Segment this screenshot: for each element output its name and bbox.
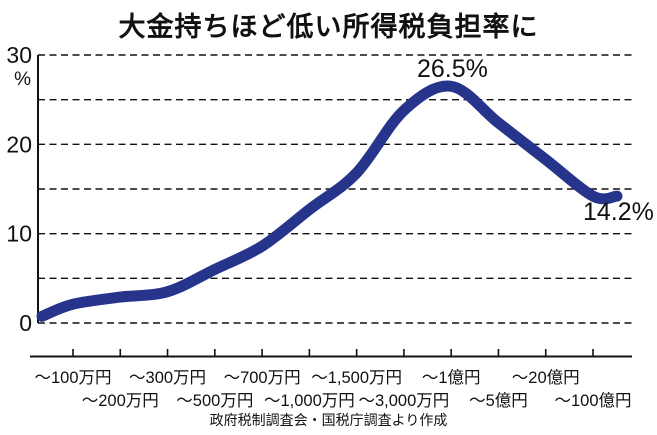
x-tick-label: ～3,000万円	[359, 392, 450, 410]
x-tick-label: ～100万円	[34, 369, 111, 387]
x-tick-label: ～1,500万円	[311, 369, 402, 387]
x-tick-label: ～5億円	[469, 391, 528, 410]
x-tick-label: ～200万円	[82, 392, 159, 410]
x-tick-label: ～1億円	[422, 368, 481, 387]
x-tick-label: ～300万円	[129, 369, 206, 387]
end-value-label: 14.2%	[583, 198, 654, 226]
x-tick-label: ～700万円	[224, 369, 301, 387]
y-tick-label: 0	[19, 310, 32, 336]
chart-title: 大金持ちほど低い所得税負担率に	[118, 12, 539, 42]
source-caption: 政府税制調査会・国税庁調査より作成	[209, 412, 448, 428]
x-tick-label: ～100億円	[554, 391, 631, 410]
y-tick-label: 30	[6, 42, 32, 68]
y-tick-label: 20	[6, 131, 32, 157]
data-line	[36, 80, 623, 322]
x-tick-label: ～500万円	[176, 392, 253, 410]
y-axis-unit-label: %	[14, 69, 31, 90]
y-tick-label: 10	[6, 221, 32, 247]
x-tick-label: ～20億円	[512, 368, 580, 387]
peak-value-label: 26.5%	[417, 55, 488, 83]
x-tick-label: ～1,000万円	[264, 392, 355, 410]
